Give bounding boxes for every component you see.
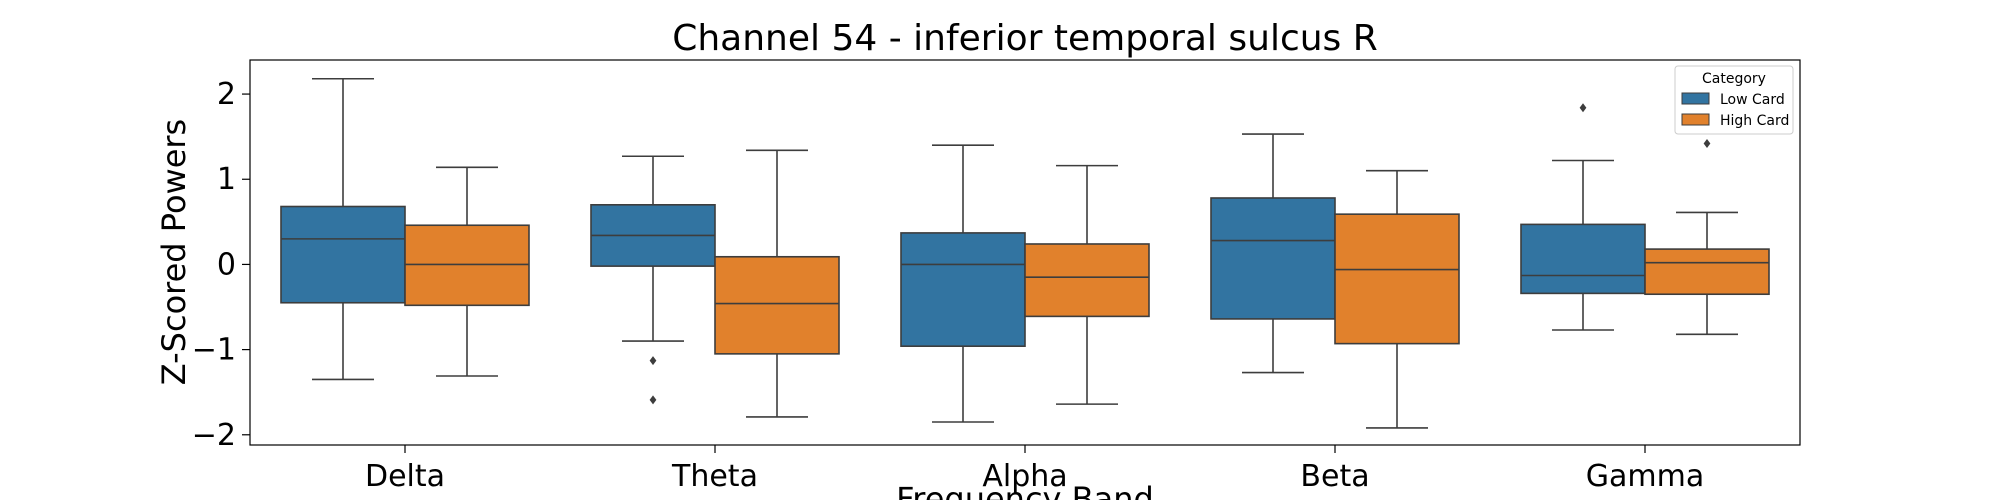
y-tick-label: −1: [192, 333, 236, 368]
box-iqr: [1024, 243, 1150, 318]
box-iqr: [900, 232, 1026, 347]
box-iqr: [1210, 197, 1336, 320]
x-tick-label: Gamma: [1586, 459, 1704, 494]
outlier-point: [649, 395, 657, 405]
box-iqr: [280, 205, 406, 304]
box-high-card-theta: [714, 149, 840, 418]
box-iqr: [1644, 248, 1770, 296]
legend-label-low-card: Low Card: [1720, 92, 1785, 108]
x-axis-label: Frequency Band: [896, 480, 1154, 500]
box-low-card-gamma: [1520, 103, 1646, 331]
legend-label-high-card: High Card: [1720, 113, 1789, 129]
box-high-card-alpha: [1024, 164, 1150, 405]
x-tick-label: Theta: [671, 459, 758, 494]
outlier-point: [1703, 138, 1711, 148]
x-tick-label: Beta: [1300, 459, 1369, 494]
box-high-card-delta: [404, 166, 530, 377]
box-iqr: [714, 255, 840, 355]
box-low-card-delta: [280, 77, 406, 381]
box-high-card-gamma: [1644, 138, 1770, 336]
box-iqr: [1520, 223, 1646, 295]
x-tick-label: Delta: [365, 459, 445, 494]
plot-area: [280, 77, 1770, 429]
box-low-card-theta: [590, 155, 716, 405]
legend-swatch-low-card: [1681, 92, 1710, 105]
y-tick-label: 2: [217, 77, 236, 112]
x-tick-label: Alpha: [982, 459, 1067, 494]
box-iqr: [404, 224, 530, 307]
y-tick-label: 1: [217, 162, 236, 197]
legend: Category Low Card High Card: [1674, 65, 1794, 135]
chart-title: Channel 54 - inferior temporal sulcus R: [672, 18, 1378, 59]
y-tick-label: 0: [217, 247, 236, 282]
box-high-card-beta: [1334, 169, 1460, 429]
legend-title: Category: [1702, 71, 1766, 87]
y-tick-label: −2: [192, 418, 236, 453]
outlier-point: [1579, 103, 1587, 113]
box-iqr: [1334, 213, 1460, 345]
legend-swatch-high-card: [1681, 113, 1710, 126]
y-axis-label: Z-Scored Powers: [155, 119, 193, 385]
box-low-card-beta: [1210, 133, 1336, 374]
outlier-point: [649, 356, 657, 366]
box-low-card-alpha: [900, 144, 1026, 423]
